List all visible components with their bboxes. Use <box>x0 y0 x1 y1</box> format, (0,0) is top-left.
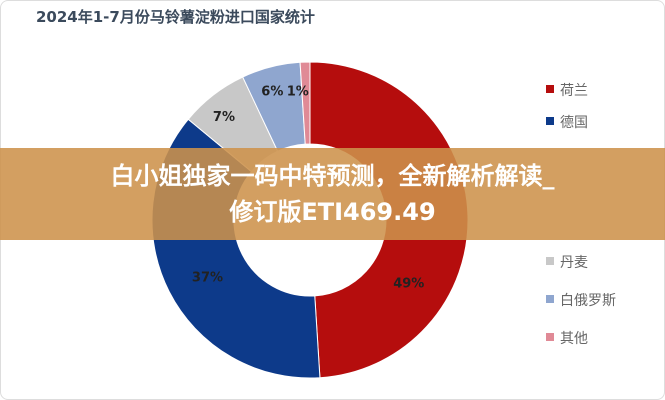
legend-swatch <box>546 333 554 341</box>
legend-item: 白俄罗斯 <box>546 290 616 310</box>
legend-label: 荷兰 <box>560 83 588 99</box>
banner-line-1: 白小姐独家一码中特预测，全新解析解读_ <box>110 162 555 190</box>
slice-4 <box>299 61 311 145</box>
chart-title: 2024年1-7月份马铃薯淀粉进口国家统计 <box>36 8 315 26</box>
legend-item: 丹麦 <box>546 252 588 272</box>
overlay-banner: 白小姐独家一码中特预测，全新解析解读_ 修订版ETI469.49 <box>0 148 665 240</box>
legend: 荷兰德国丹麦白俄罗斯其他 <box>546 0 665 400</box>
legend-swatch <box>546 117 554 125</box>
legend-swatch <box>546 257 554 265</box>
data-label-2: 7% <box>213 110 235 125</box>
legend-swatch <box>546 295 554 303</box>
banner-line-2: 修订版ETI469.49 <box>229 198 436 226</box>
data-label-3: 6% <box>261 84 283 99</box>
data-label-1: 37% <box>192 270 223 285</box>
legend-label: 丹麦 <box>560 255 588 271</box>
legend-label: 其他 <box>560 331 588 347</box>
data-label-0: 49% <box>393 277 424 292</box>
data-label-4: 1% <box>287 85 309 100</box>
legend-item: 德国 <box>546 112 588 132</box>
legend-swatch <box>546 85 554 93</box>
legend-item: 其他 <box>546 328 588 348</box>
legend-item: 荷兰 <box>546 80 588 100</box>
legend-label: 德国 <box>560 115 588 131</box>
legend-label: 白俄罗斯 <box>560 293 616 309</box>
